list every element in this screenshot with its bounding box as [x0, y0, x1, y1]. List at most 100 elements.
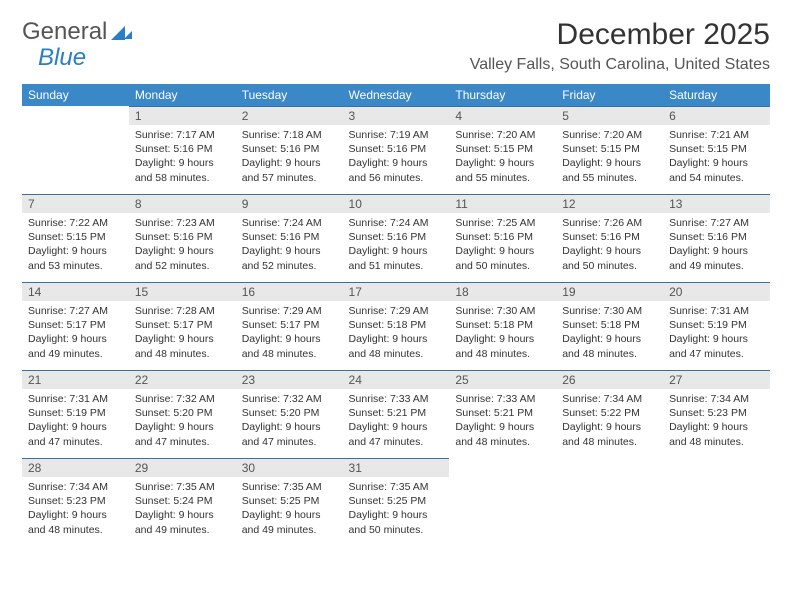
day-number: 17: [343, 282, 450, 301]
day-content: Sunrise: 7:27 AMSunset: 5:17 PMDaylight:…: [22, 301, 129, 367]
day-content: Sunrise: 7:35 AMSunset: 5:25 PMDaylight:…: [343, 477, 450, 543]
day-content: Sunrise: 7:29 AMSunset: 5:18 PMDaylight:…: [343, 301, 450, 367]
day-content: Sunrise: 7:28 AMSunset: 5:17 PMDaylight:…: [129, 301, 236, 367]
calendar-week-row: 14Sunrise: 7:27 AMSunset: 5:17 PMDayligh…: [22, 282, 770, 370]
calendar-cell: [449, 458, 556, 546]
calendar-cell: 15Sunrise: 7:28 AMSunset: 5:17 PMDayligh…: [129, 282, 236, 370]
day-content: Sunrise: 7:33 AMSunset: 5:21 PMDaylight:…: [343, 389, 450, 455]
day-header: Friday: [556, 84, 663, 106]
day-header: Monday: [129, 84, 236, 106]
day-content: Sunrise: 7:30 AMSunset: 5:18 PMDaylight:…: [449, 301, 556, 367]
day-content: Sunrise: 7:17 AMSunset: 5:16 PMDaylight:…: [129, 125, 236, 191]
day-content: Sunrise: 7:21 AMSunset: 5:15 PMDaylight:…: [663, 125, 770, 191]
calendar-cell: 9Sunrise: 7:24 AMSunset: 5:16 PMDaylight…: [236, 194, 343, 282]
calendar-cell: 8Sunrise: 7:23 AMSunset: 5:16 PMDaylight…: [129, 194, 236, 282]
day-content: Sunrise: 7:31 AMSunset: 5:19 PMDaylight:…: [22, 389, 129, 455]
calendar-cell: 14Sunrise: 7:27 AMSunset: 5:17 PMDayligh…: [22, 282, 129, 370]
day-content: Sunrise: 7:24 AMSunset: 5:16 PMDaylight:…: [343, 213, 450, 279]
day-content: Sunrise: 7:31 AMSunset: 5:19 PMDaylight:…: [663, 301, 770, 367]
day-number: 14: [22, 282, 129, 301]
calendar-cell: 3Sunrise: 7:19 AMSunset: 5:16 PMDaylight…: [343, 106, 450, 194]
day-number: 20: [663, 282, 770, 301]
brand-part2: Blue: [38, 44, 86, 72]
day-number: 24: [343, 370, 450, 389]
calendar-cell: 18Sunrise: 7:30 AMSunset: 5:18 PMDayligh…: [449, 282, 556, 370]
day-number: 4: [449, 106, 556, 125]
day-header: Wednesday: [343, 84, 450, 106]
location-text: Valley Falls, South Carolina, United Sta…: [470, 56, 770, 74]
calendar-cell: 26Sunrise: 7:34 AMSunset: 5:22 PMDayligh…: [556, 370, 663, 458]
calendar-cell: 22Sunrise: 7:32 AMSunset: 5:20 PMDayligh…: [129, 370, 236, 458]
calendar-body: 1Sunrise: 7:17 AMSunset: 5:16 PMDaylight…: [22, 106, 770, 546]
day-number: 10: [343, 194, 450, 213]
day-content: Sunrise: 7:24 AMSunset: 5:16 PMDaylight:…: [236, 213, 343, 279]
calendar-week-row: 21Sunrise: 7:31 AMSunset: 5:19 PMDayligh…: [22, 370, 770, 458]
calendar-cell: [22, 106, 129, 194]
calendar-cell: 17Sunrise: 7:29 AMSunset: 5:18 PMDayligh…: [343, 282, 450, 370]
day-number: 11: [449, 194, 556, 213]
day-content: Sunrise: 7:29 AMSunset: 5:17 PMDaylight:…: [236, 301, 343, 367]
day-number: 19: [556, 282, 663, 301]
day-content: Sunrise: 7:35 AMSunset: 5:24 PMDaylight:…: [129, 477, 236, 543]
day-number: 21: [22, 370, 129, 389]
month-title: December 2025: [470, 18, 770, 52]
day-content: Sunrise: 7:35 AMSunset: 5:25 PMDaylight:…: [236, 477, 343, 543]
day-content: Sunrise: 7:34 AMSunset: 5:23 PMDaylight:…: [22, 477, 129, 543]
calendar-week-row: 28Sunrise: 7:34 AMSunset: 5:23 PMDayligh…: [22, 458, 770, 546]
day-content: Sunrise: 7:26 AMSunset: 5:16 PMDaylight:…: [556, 213, 663, 279]
calendar-cell: [663, 458, 770, 546]
calendar-cell: 6Sunrise: 7:21 AMSunset: 5:15 PMDaylight…: [663, 106, 770, 194]
day-number: 25: [449, 370, 556, 389]
calendar-week-row: 7Sunrise: 7:22 AMSunset: 5:15 PMDaylight…: [22, 194, 770, 282]
calendar-cell: 21Sunrise: 7:31 AMSunset: 5:19 PMDayligh…: [22, 370, 129, 458]
calendar-cell: 24Sunrise: 7:33 AMSunset: 5:21 PMDayligh…: [343, 370, 450, 458]
day-number: 18: [449, 282, 556, 301]
brand-triangle-icon-small: [124, 31, 132, 39]
brand-logo: General: [22, 18, 134, 46]
day-content: Sunrise: 7:20 AMSunset: 5:15 PMDaylight:…: [449, 125, 556, 191]
calendar-cell: 10Sunrise: 7:24 AMSunset: 5:16 PMDayligh…: [343, 194, 450, 282]
day-content: Sunrise: 7:32 AMSunset: 5:20 PMDaylight:…: [236, 389, 343, 455]
day-number: 13: [663, 194, 770, 213]
day-content: Sunrise: 7:34 AMSunset: 5:22 PMDaylight:…: [556, 389, 663, 455]
day-number: 27: [663, 370, 770, 389]
day-content: Sunrise: 7:32 AMSunset: 5:20 PMDaylight:…: [129, 389, 236, 455]
calendar-header-row: SundayMondayTuesdayWednesdayThursdayFrid…: [22, 84, 770, 106]
calendar-cell: [556, 458, 663, 546]
calendar-cell: 23Sunrise: 7:32 AMSunset: 5:20 PMDayligh…: [236, 370, 343, 458]
day-number: 6: [663, 106, 770, 125]
calendar-cell: 29Sunrise: 7:35 AMSunset: 5:24 PMDayligh…: [129, 458, 236, 546]
day-number: 28: [22, 458, 129, 477]
day-number: 7: [22, 194, 129, 213]
day-number: 16: [236, 282, 343, 301]
calendar-cell: 5Sunrise: 7:20 AMSunset: 5:15 PMDaylight…: [556, 106, 663, 194]
calendar-cell: 16Sunrise: 7:29 AMSunset: 5:17 PMDayligh…: [236, 282, 343, 370]
day-content: Sunrise: 7:33 AMSunset: 5:21 PMDaylight:…: [449, 389, 556, 455]
day-header: Sunday: [22, 84, 129, 106]
day-content: Sunrise: 7:19 AMSunset: 5:16 PMDaylight:…: [343, 125, 450, 191]
calendar-cell: 25Sunrise: 7:33 AMSunset: 5:21 PMDayligh…: [449, 370, 556, 458]
day-content: Sunrise: 7:27 AMSunset: 5:16 PMDaylight:…: [663, 213, 770, 279]
day-number: 22: [129, 370, 236, 389]
day-content: Sunrise: 7:25 AMSunset: 5:16 PMDaylight:…: [449, 213, 556, 279]
day-number: 30: [236, 458, 343, 477]
day-number: 15: [129, 282, 236, 301]
calendar-cell: 11Sunrise: 7:25 AMSunset: 5:16 PMDayligh…: [449, 194, 556, 282]
day-header: Thursday: [449, 84, 556, 106]
calendar-cell: 30Sunrise: 7:35 AMSunset: 5:25 PMDayligh…: [236, 458, 343, 546]
day-header: Saturday: [663, 84, 770, 106]
calendar-cell: 7Sunrise: 7:22 AMSunset: 5:15 PMDaylight…: [22, 194, 129, 282]
calendar-cell: 27Sunrise: 7:34 AMSunset: 5:23 PMDayligh…: [663, 370, 770, 458]
day-number: 26: [556, 370, 663, 389]
title-block: December 2025 Valley Falls, South Caroli…: [470, 18, 770, 74]
day-number: 29: [129, 458, 236, 477]
header: General December 2025 Valley Falls, Sout…: [22, 18, 770, 74]
day-content: Sunrise: 7:18 AMSunset: 5:16 PMDaylight:…: [236, 125, 343, 191]
calendar-cell: 19Sunrise: 7:30 AMSunset: 5:18 PMDayligh…: [556, 282, 663, 370]
day-number: 3: [343, 106, 450, 125]
day-content: Sunrise: 7:22 AMSunset: 5:15 PMDaylight:…: [22, 213, 129, 279]
brand-triangle-icon: [111, 26, 125, 40]
day-number: 12: [556, 194, 663, 213]
calendar-cell: 20Sunrise: 7:31 AMSunset: 5:19 PMDayligh…: [663, 282, 770, 370]
brand-part1: General: [22, 18, 107, 46]
